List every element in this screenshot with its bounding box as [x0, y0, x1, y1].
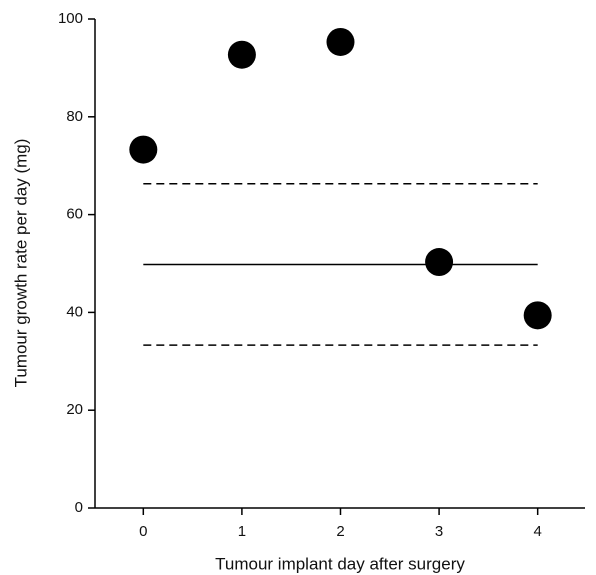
x-tick-label: 0 — [139, 523, 147, 540]
x-tick-label: 1 — [238, 523, 246, 540]
point — [425, 248, 454, 277]
x-tick-label: 4 — [534, 523, 542, 540]
point — [523, 301, 552, 330]
point — [227, 40, 256, 69]
y-axis-title: Tumour growth rate per day (mg) — [11, 139, 30, 388]
y-tick-label: 40 — [66, 303, 83, 320]
x-tick-label: 3 — [435, 523, 443, 540]
x-axis-title: Tumour implant day after surgery — [215, 554, 465, 573]
point — [129, 135, 158, 164]
y-tick-label: 80 — [66, 108, 83, 125]
y-tick-label: 100 — [58, 10, 83, 27]
point — [326, 27, 355, 56]
y-tick-label: 60 — [66, 206, 83, 223]
y-tick-label: 0 — [75, 499, 83, 516]
x-tick-label: 2 — [336, 523, 344, 540]
y-tick-label: 20 — [66, 401, 83, 418]
